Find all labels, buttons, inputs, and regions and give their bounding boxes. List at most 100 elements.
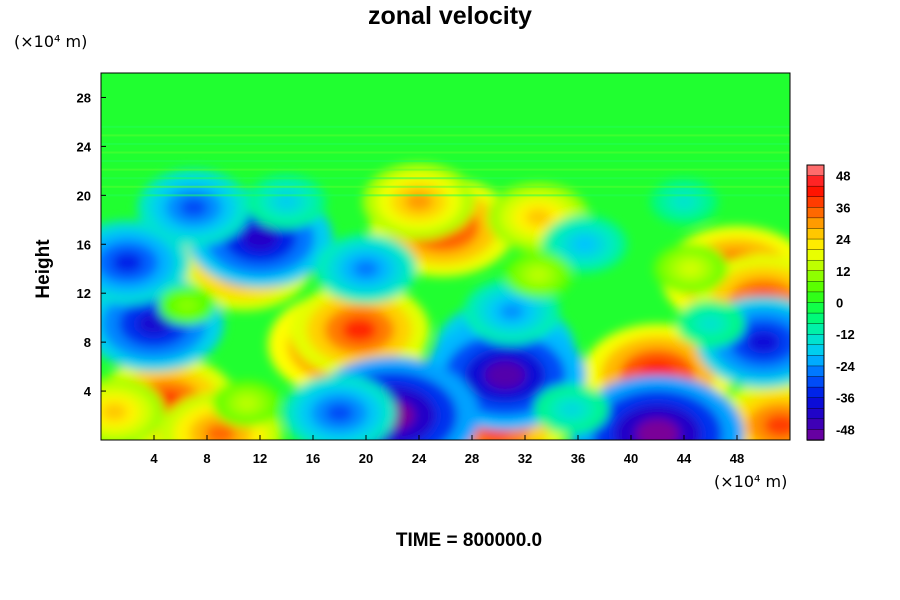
colorbar-segment xyxy=(806,228,825,240)
y-tick-label: 12 xyxy=(77,286,91,301)
plot-frame xyxy=(100,72,791,441)
upper-band xyxy=(101,134,790,137)
field-feature xyxy=(404,191,434,212)
velocity-field xyxy=(101,163,790,440)
colorbar-tick-label: 24 xyxy=(836,232,851,247)
upper-band xyxy=(101,168,790,171)
x-axis: 4 8 12 16 20 24 28 32 36 40 44 48 xyxy=(150,435,744,466)
y-tick-label: 8 xyxy=(84,335,91,350)
colorbar-segment xyxy=(806,323,825,335)
x-tick-label: 16 xyxy=(306,451,320,466)
x-tick-label: 12 xyxy=(253,451,267,466)
field-feature xyxy=(746,330,781,354)
y-tick-label: 28 xyxy=(77,90,91,105)
colorbar-segment xyxy=(806,376,825,388)
colorbar-segment xyxy=(806,238,825,251)
colorbar-segment xyxy=(806,217,825,230)
colorbar-segment xyxy=(806,302,825,314)
colorbar-segment xyxy=(806,418,825,431)
colorbar-tick-label: -48 xyxy=(836,422,855,437)
field-feature xyxy=(179,198,208,218)
colorbar-segment xyxy=(806,312,825,325)
field-feature xyxy=(635,419,680,440)
colorbar-tick-label: -12 xyxy=(836,327,855,342)
colorbar-segment xyxy=(806,259,825,272)
field-feature xyxy=(574,237,596,252)
y-axis: 4 8 12 16 20 24 28 xyxy=(77,90,106,399)
colorbar-segment xyxy=(806,270,825,283)
field-feature xyxy=(763,413,790,437)
x-tick-label: 48 xyxy=(730,451,744,466)
upper-band xyxy=(101,194,790,197)
upper-band xyxy=(101,177,790,180)
x-tick-label: 40 xyxy=(624,451,638,466)
field-feature xyxy=(136,311,172,336)
colorbar-segment xyxy=(806,196,825,209)
x-tick-label: 8 xyxy=(203,451,210,466)
time-label: TIME = 800000.0 xyxy=(395,530,543,551)
field-feature xyxy=(529,269,547,281)
colorbar-segment xyxy=(806,344,825,357)
colorbar-segment xyxy=(806,249,825,261)
y-tick-label: 16 xyxy=(77,237,91,252)
field-feature xyxy=(325,403,354,423)
colorbar-segment xyxy=(806,164,825,177)
field-feature xyxy=(484,361,526,389)
upper-band xyxy=(101,185,790,188)
colorbar-segment xyxy=(806,355,825,367)
upper-band xyxy=(101,160,790,163)
field-feature xyxy=(562,403,581,416)
field-feature xyxy=(101,403,127,421)
y-tick-label: 20 xyxy=(77,188,91,203)
field-feature xyxy=(238,397,256,410)
y-axis-unit: (×10⁴ m) xyxy=(14,32,88,51)
colorbar-segment xyxy=(806,386,825,399)
x-tick-label: 20 xyxy=(359,451,373,466)
upper-band xyxy=(101,125,790,128)
colorbar-tick-label: 0 xyxy=(836,296,843,311)
x-tick-label: 36 xyxy=(571,451,585,466)
upper-band xyxy=(101,142,790,145)
colorbar-segment xyxy=(806,207,825,219)
colorbar-segment xyxy=(806,429,825,441)
field-feature xyxy=(681,262,700,276)
colorbar-segment xyxy=(806,175,825,187)
field-feature xyxy=(353,260,379,278)
colorbar-segment xyxy=(806,397,825,409)
colorbar-segment xyxy=(806,281,825,293)
colorbar-segment xyxy=(806,185,825,198)
field-feature xyxy=(341,318,377,342)
x-axis-unit: (×10⁴ m) xyxy=(714,472,788,491)
colorbar-segment xyxy=(806,365,825,378)
colorbar-tick-label: 48 xyxy=(836,169,850,184)
colorbar-tick-label: 36 xyxy=(836,200,850,215)
field-feature xyxy=(204,423,236,440)
colorbar-segment xyxy=(806,408,825,420)
field-feature xyxy=(179,300,195,311)
colorbar-tick-label: -36 xyxy=(836,391,855,406)
field-feature xyxy=(701,317,720,330)
field-feature xyxy=(241,225,279,251)
colorbar: 48 36 24 12 0 -12 -24 -36 -48 xyxy=(806,164,856,441)
y-tick-label: 24 xyxy=(77,139,92,154)
upper-band xyxy=(101,151,790,154)
field-feature xyxy=(276,194,297,209)
x-tick-label: 4 xyxy=(150,451,158,466)
x-tick-label: 24 xyxy=(412,451,427,466)
colorbar-segment xyxy=(806,334,825,346)
x-tick-label: 44 xyxy=(677,451,692,466)
field-feature xyxy=(499,303,524,320)
upper-bands xyxy=(101,125,790,197)
field-feature xyxy=(112,252,143,274)
field-feature xyxy=(675,195,693,208)
colorbar-frame xyxy=(806,164,825,441)
x-tick-label: 32 xyxy=(518,451,532,466)
colorbar-segment xyxy=(806,291,825,304)
field-feature xyxy=(525,208,551,226)
colorbar-tick-label: -24 xyxy=(836,359,856,374)
chart-title: zonal velocity xyxy=(368,2,532,30)
y-tick-label: 4 xyxy=(84,384,92,399)
colorbar-tick-label: 12 xyxy=(836,264,850,279)
plot-area xyxy=(100,72,791,441)
